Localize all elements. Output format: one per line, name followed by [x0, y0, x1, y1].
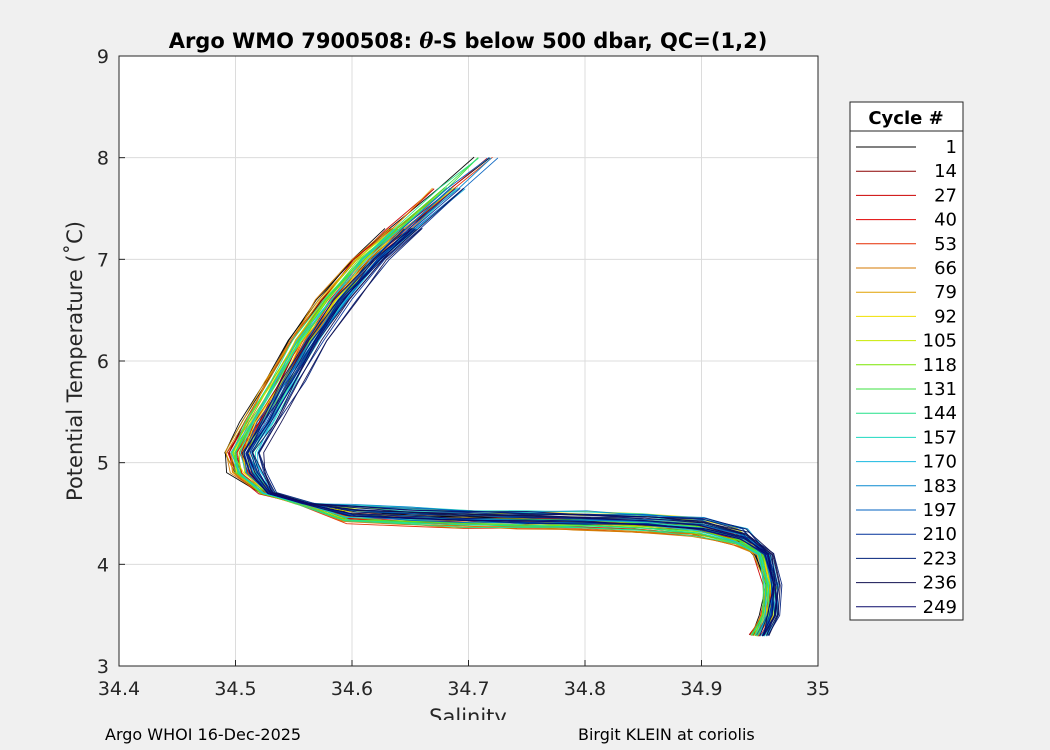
legend-entry-label: 92: [934, 306, 957, 327]
legend-entry-label: 14: [934, 161, 957, 182]
legend-entry-label: 197: [923, 500, 957, 521]
legend-entry-label: 144: [923, 403, 957, 424]
legend-entry-label: 105: [923, 331, 957, 352]
x-tick-label: 34.4: [98, 678, 140, 700]
legend-entry-label: 1: [946, 137, 957, 158]
y-tick-label: 4: [97, 554, 109, 576]
profile-line: [258, 229, 778, 636]
y-tick-label: 9: [97, 46, 109, 68]
footer-right-text: Birgit KLEIN at coriolis: [578, 725, 755, 744]
x-tick-label: 34.6: [331, 678, 373, 700]
legend-entry-label: 170: [923, 452, 957, 473]
legend-entry-label: 53: [934, 234, 957, 255]
profile-line: [258, 227, 783, 636]
legend-title: Cycle #: [868, 108, 943, 129]
y-tick-label: 5: [97, 453, 109, 475]
legend-entry-label: 223: [923, 548, 957, 569]
legend-entry-label: 79: [934, 282, 957, 303]
profile-line: [252, 187, 780, 637]
y-tick-label: 6: [97, 351, 109, 373]
x-tick-label: 34.8: [564, 678, 606, 700]
legend-entry-label: 183: [923, 476, 957, 497]
x-tick-label: 35: [806, 678, 830, 700]
profile-line: [263, 227, 781, 637]
legend-entry-label: 40: [934, 210, 957, 231]
chart-title: Argo WMO 7900508: θ-S below 500 dbar, QC…: [169, 28, 768, 53]
data-series: [224, 156, 783, 637]
y-tick-label: 8: [97, 148, 109, 170]
x-tick-label: 34.7: [447, 678, 489, 700]
legend-entry-label: 118: [923, 355, 957, 376]
y-axis-label: Potential Temperature (˚C): [63, 221, 87, 501]
y-tick-labels: 3 4 5 6 7 8 9: [97, 46, 125, 678]
footer-left-text: Argo WHOI 16-Dec-2025: [105, 725, 302, 744]
profile-line: [251, 228, 778, 636]
x-tick-label: 34.9: [680, 678, 722, 700]
theta-s-chart: Argo WMO 7900508: θ-S below 500 dbar, QC…: [63, 28, 964, 720]
legend-items: 1 14 27 40 53 66 79 92 105 118 131 144 157 170 183 197 2…: [856, 137, 957, 618]
profile-line: [241, 228, 775, 636]
legend-entry-label: 249: [923, 597, 957, 618]
profile-line: [243, 228, 775, 637]
legend-entry-label: 210: [923, 524, 957, 545]
x-tick-labels: 34.4 34.5 34.6 34.7 34.8 34.9 35: [98, 660, 830, 700]
x-axis-label: Salinity: [429, 705, 507, 720]
legend-entry-label: 66: [934, 258, 957, 279]
legend-entry-label: 157: [923, 427, 957, 448]
x-tick-label: 34.5: [214, 678, 256, 700]
legend-entry-label: 131: [923, 379, 957, 400]
legend-entry-label: 236: [923, 573, 957, 594]
y-tick-label: 7: [97, 249, 109, 271]
y-tick-label: 3: [97, 656, 109, 678]
legend-entry-label: 27: [934, 185, 957, 206]
grid-lines: [119, 56, 818, 666]
legend: Cycle # 1 14 27 40 53 66 79 92 105 118 131 144 157 17…: [849, 101, 964, 621]
legend-box: [849, 101, 964, 621]
